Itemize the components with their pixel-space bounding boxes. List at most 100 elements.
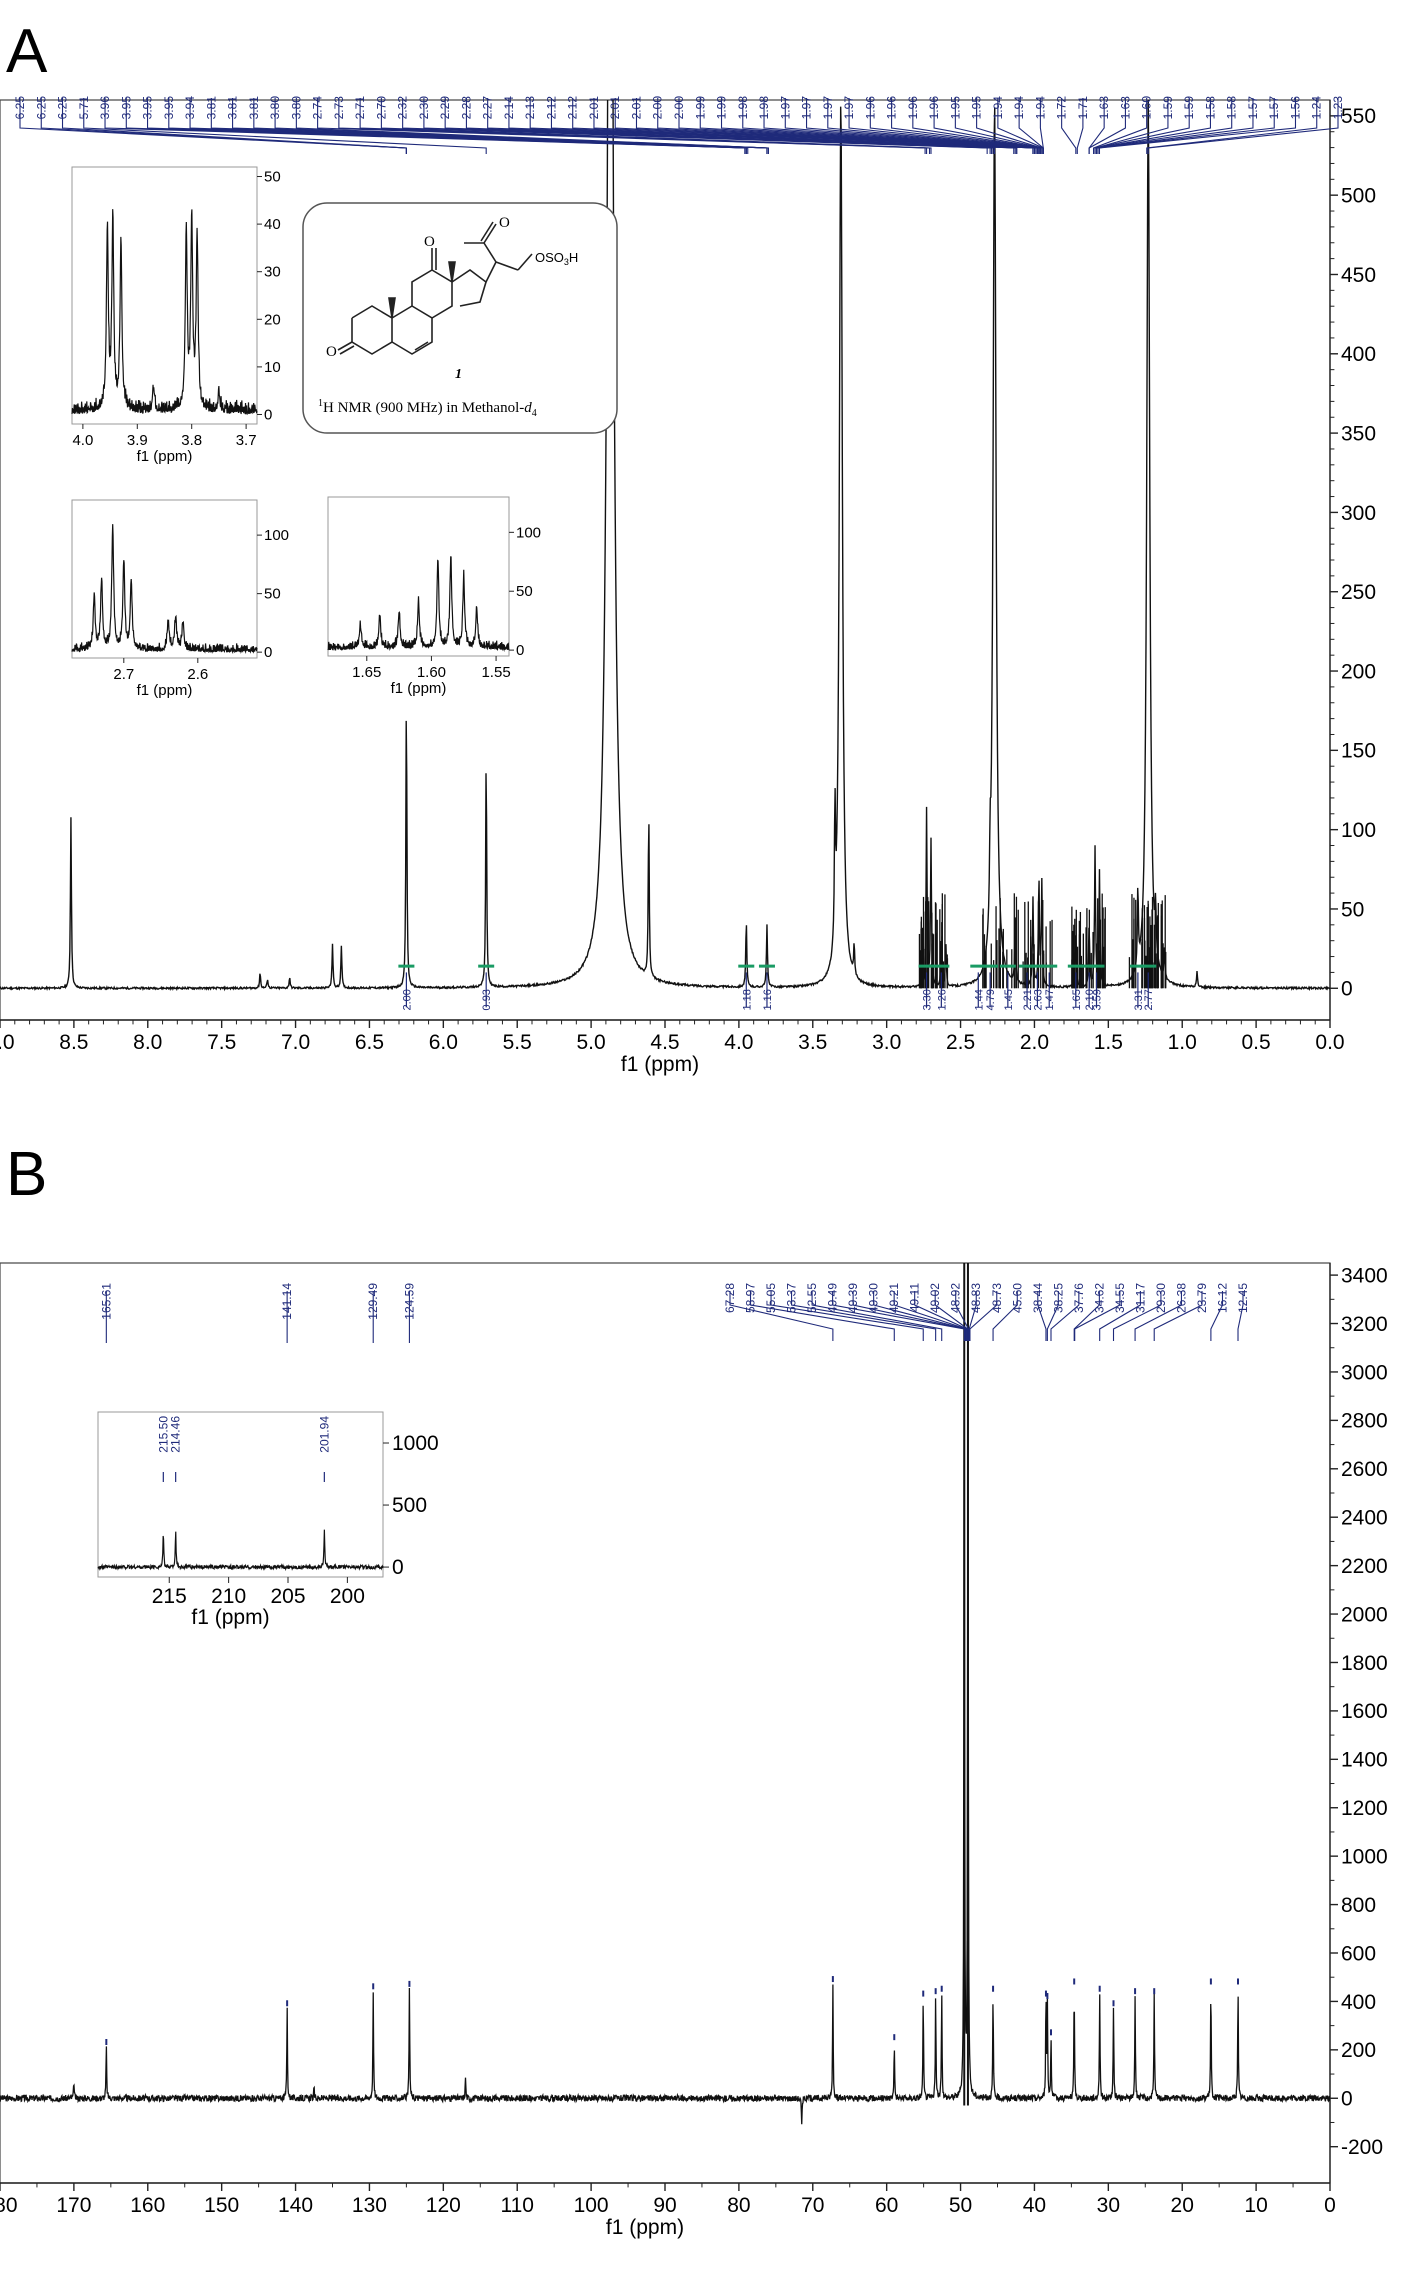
nmr-caption: 1H NMR (900 MHz) in Methanol-d4 [318,398,537,419]
a-integral-label: 3.31 [1133,989,1145,1010]
ketone-oxygen-label: O [424,234,435,250]
b-peak-label-leader [1210,1291,1224,1341]
a-peak-label-leader [678,98,1035,154]
b-y-tick-label: 1400 [1341,1749,1388,1772]
a-inset-y-tick-label: 20 [264,311,281,328]
b-y-tick-label: 1000 [1341,1846,1388,1869]
b-peak-label-leader [914,1291,968,1341]
b-y-tick-label: 2200 [1341,1555,1388,1578]
b-peak-label-leader [1099,1291,1141,1341]
a-y-tick-label: 350 [1341,422,1376,445]
a-peak-label-leader [1076,98,1084,154]
a-y-tick-label: 400 [1341,343,1376,366]
a-x-tick-label: 2.0 [1020,1031,1049,1054]
a-integral-label: 1.45 [1003,989,1015,1010]
a-peak-label-leader [1098,98,1297,154]
a-inset-x-tick-label: 1.60 [417,664,446,681]
a-inset-x-tick-label: 3.8 [181,432,202,449]
b-y-tick-label: 1200 [1341,1797,1388,1820]
b-peak-label-leader [893,1291,967,1341]
a-peak-label-leader [1061,98,1077,154]
a-peak-label-leader [572,98,1018,154]
a-integral-label: 1.47 [1044,989,1056,1010]
a-peak-label-leader [189,98,749,154]
a-inset-y-tick-label: 50 [264,586,281,603]
b-x-tick-label: 120 [426,2194,461,2217]
a-y-tick-label: 300 [1341,502,1376,525]
a-integral-label: 2.21 [1022,989,1034,1010]
b-peak-label-leader [969,1291,998,1341]
b-inset-peak-label: 214.46 [169,1416,183,1453]
b-inset-y-tick-label: 500 [392,1494,427,1517]
a-peak-label-leader [61,98,407,154]
b-x-tick-label: 100 [574,2194,609,2217]
a-integral-label: 3.30 [922,989,934,1010]
a-integral-label: 4.79 [985,989,997,1010]
a-inset-trace [71,524,258,655]
a-x-tick-label: 8.0 [133,1031,162,1054]
panel-letter-a: A [6,17,48,86]
b-inset-peak-label: 201.94 [317,1416,331,1453]
a-inset-frame [71,166,258,425]
b-inset-y-tick-label: 0 [392,1556,404,1579]
b-y-tick-label: 1600 [1341,1700,1388,1723]
a-peak-label-leader [1097,98,1275,154]
structure-box: O O O OSO3H 1 1H NMR (900 MHz) in Methan… [302,202,618,434]
b-x-tick-label: 170 [56,2194,91,2217]
a-inset-y-tick-label: 0 [264,406,272,423]
b-peak-label-leader [1074,1291,1121,1341]
b-y-tick-label: 2400 [1341,1507,1388,1530]
a-peak-label-leader [933,98,1041,154]
a-inset-trace [71,209,258,416]
b-inset-x-tick-label: 200 [330,1585,365,1608]
a-peak-label-leader [1039,98,1044,154]
b-inset-x-tick-label: 210 [211,1585,246,1608]
a-x-tick-label: 4.5 [650,1031,679,1054]
a-peak-label-leader [763,98,1038,154]
b-frame [0,1262,1331,2184]
b-peak-label-leader [1237,1291,1244,1341]
b-inset-trace [97,1529,384,1572]
a-y-tick-label: 100 [1341,819,1376,842]
a-inset-x-label: f1 (ppm) [137,682,193,699]
a-peak-label-leader [83,98,487,154]
b-peak-label-leader [873,1291,967,1341]
b-y-tick-label: 1800 [1341,1652,1388,1675]
a-y-tick-label: 500 [1341,185,1376,208]
a-peak-label-leader [1094,98,1190,154]
a-inset-y-tick-label: 0 [516,642,524,659]
a-peak-label-leader [1146,98,1318,154]
a-x-tick-label: 5.0 [577,1031,606,1054]
b-x-tick-label: 150 [204,2194,239,2217]
b-x-tick-label: 0 [1324,2194,1336,2217]
a-x-tick-label: 8.5 [59,1031,88,1054]
b-y-tick-label: 2800 [1341,1410,1388,1433]
b-peak-label-leader [1037,1291,1047,1341]
a-x-tick-label: 4.0 [724,1031,753,1054]
a-integral-label: 1.44 [973,989,985,1010]
b-y-tick-label: 2000 [1341,1603,1388,1626]
a-inset-y-tick-label: 50 [516,583,533,600]
a-inset-y-tick-label: 0 [264,644,272,661]
b-y-tick-label: -200 [1341,2136,1383,2159]
a-y-tick-label: 50 [1341,898,1364,921]
b-peak-label-leader [791,1291,937,1341]
a-inset-frame [327,496,510,657]
b-peak-label-leader [852,1291,966,1341]
a-inset-x-tick-label: 3.9 [127,432,148,449]
a-inset-1.55-1.65: 1.65 1.60 1.55 0 50 100 f1 (ppm) [327,496,541,697]
a-inset-3.8-3.9: 4.0 3.9 3.8 3.7 0 10 20 30 40 50 f1 (ppm) [71,166,281,465]
a-y-tick-label: 450 [1341,264,1376,287]
panel-letter-b: B [6,1140,47,1209]
b-peak-label-leader [968,1291,977,1341]
a-integral-label: 0.93 [481,989,493,1010]
b-inset-x-tick-label: 205 [270,1585,305,1608]
a-peak-label-leader [720,98,1037,154]
b-peak-label-leader [749,1291,895,1341]
a-y-tick-label: 200 [1341,660,1376,683]
panel-b-13c-spectrum: 1801701601501401301201101009080706050403… [0,1262,1388,2239]
b-y-tick-label: 2600 [1341,1458,1388,1481]
a-peak-label-leader [848,98,1040,154]
b-spectrum-trace [0,1263,1330,2125]
b-inset: 215 210 205 200 0 500 1000 f1 (ppm) 215.50214.46… [97,1411,439,1629]
